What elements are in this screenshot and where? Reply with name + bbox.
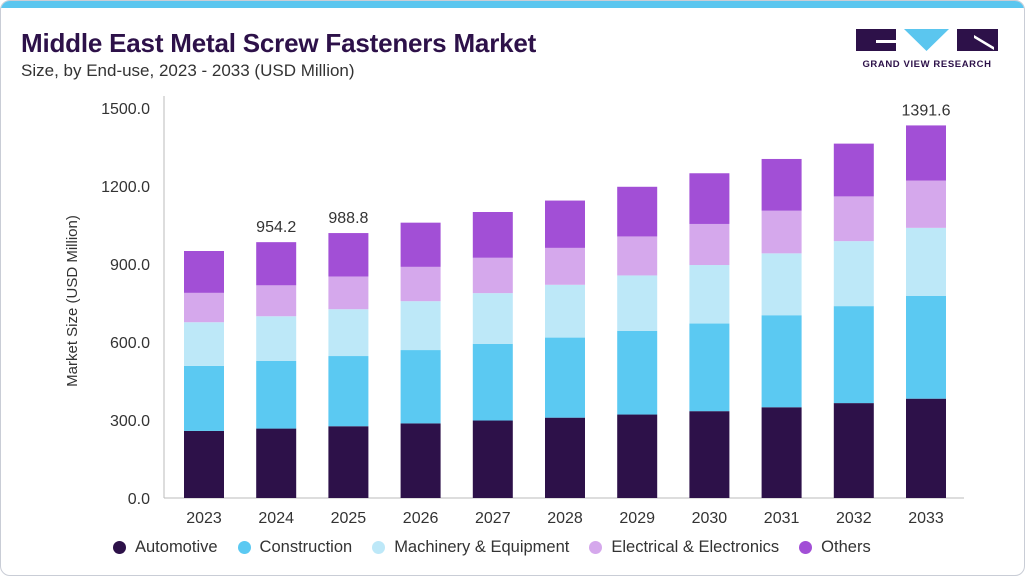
- bar-segment-machinery-equipment: [328, 309, 369, 357]
- bar-segment-machinery-equipment: [761, 253, 802, 316]
- bar-segment-electrical-electronics: [545, 247, 585, 285]
- legend-item: Construction: [237, 538, 353, 557]
- bar-segment-electrical-electronics: [617, 236, 658, 276]
- bar-segment-construction: [545, 337, 585, 418]
- legend-item: Machinery & Equipment: [372, 538, 569, 557]
- x-tick-label: 2028: [547, 510, 583, 527]
- bar-segment-automotive: [761, 407, 802, 498]
- x-tick-label: 2032: [836, 510, 872, 527]
- bar-segment-construction: [833, 306, 874, 404]
- bar-segment-others: [617, 186, 658, 237]
- y-tick-label: 1200.0: [101, 179, 150, 196]
- bar-segment-others: [328, 233, 369, 277]
- x-tick-label: 2031: [764, 510, 800, 527]
- bar-segment-automotive: [689, 411, 730, 498]
- bar-segment-automotive: [184, 430, 224, 498]
- bar-segment-construction: [617, 330, 658, 415]
- legend-label: Others: [821, 538, 871, 556]
- bar-segment-machinery-equipment: [184, 322, 224, 366]
- data-label: 954.2: [256, 219, 296, 236]
- y-tick-label: 600.0: [110, 335, 150, 352]
- legend-swatch: [589, 541, 603, 554]
- bar-segment-construction: [328, 356, 369, 427]
- bar-segment-machinery-equipment: [906, 227, 946, 296]
- x-tick-label: 2026: [403, 510, 439, 527]
- bar-segment-construction: [472, 343, 513, 421]
- bar-segment-automotive: [400, 423, 441, 498]
- chart-title: Middle East Metal Screw Fasteners Market: [21, 28, 537, 58]
- data-label: 988.8: [328, 210, 368, 227]
- bar-segment-others: [184, 251, 224, 293]
- bar-segment-machinery-equipment: [833, 241, 874, 307]
- bar-segment-others: [256, 242, 297, 286]
- legend-item: Automotive: [113, 538, 218, 557]
- legend-swatch: [372, 541, 386, 554]
- y-axis-label: Market Size (USD Million): [64, 215, 81, 387]
- legend-item: Others: [799, 538, 871, 557]
- x-tick-label: 2033: [908, 510, 944, 527]
- bar-segment-construction: [256, 360, 297, 429]
- bar-segment-machinery-equipment: [400, 301, 441, 351]
- bar-segment-machinery-equipment: [256, 316, 297, 361]
- y-tick-label: 1500.0: [101, 101, 150, 118]
- bar-segment-construction: [689, 323, 730, 412]
- x-tick-label: 2027: [475, 510, 511, 527]
- x-tick-label: 2030: [692, 510, 728, 527]
- bar-segment-automotive: [256, 428, 297, 498]
- legend-swatch: [113, 541, 126, 554]
- bar-segment-automotive: [328, 426, 369, 498]
- bar-segment-machinery-equipment: [545, 284, 585, 338]
- logo-text: GRAND VIEW RESEARCH: [862, 59, 992, 70]
- bar-segment-electrical-electronics: [256, 285, 297, 317]
- chart-subtitle: Size, by End-use, 2023 - 2033 (USD Milli…: [21, 61, 355, 80]
- bar-segment-construction: [184, 365, 224, 431]
- legend-label: Construction: [259, 538, 353, 556]
- x-tick-label: 2024: [258, 510, 294, 527]
- bar-segment-automotive: [545, 417, 585, 498]
- y-tick-label: 900.0: [110, 257, 150, 274]
- bar-segment-electrical-electronics: [472, 257, 513, 294]
- legend-item: Electrical & Electronics: [589, 538, 779, 557]
- bar-segment-electrical-electronics: [184, 292, 224, 323]
- bar-segment-machinery-equipment: [689, 265, 730, 324]
- bar-segment-electrical-electronics: [906, 180, 946, 228]
- bar-segment-others: [833, 143, 874, 197]
- bar-segment-others: [689, 173, 730, 224]
- x-tick-label: 2029: [619, 510, 655, 527]
- bar-segment-construction: [400, 350, 441, 424]
- bar-segment-others: [761, 158, 802, 211]
- grand-view-research-logo: [856, 29, 998, 51]
- bar-segment-others: [472, 212, 513, 258]
- bar-segment-others: [906, 125, 946, 181]
- bar-segment-others: [545, 200, 585, 248]
- bar-segment-construction: [761, 315, 802, 408]
- bar-segment-electrical-electronics: [761, 210, 802, 254]
- bar-segment-automotive: [833, 403, 874, 498]
- bar-segment-electrical-electronics: [328, 276, 369, 310]
- bar-segment-electrical-electronics: [400, 266, 441, 302]
- bar-segment-machinery-equipment: [472, 293, 513, 344]
- x-tick-label: 2025: [331, 510, 367, 527]
- x-tick-label: 2023: [186, 510, 222, 527]
- bar-segment-others: [400, 222, 441, 267]
- bar-segment-electrical-electronics: [689, 223, 730, 266]
- y-tick-label: 0.0: [128, 491, 150, 508]
- legend-label: Machinery & Equipment: [394, 538, 570, 556]
- bar-segment-electrical-electronics: [833, 196, 874, 242]
- legend-swatch: [237, 541, 251, 554]
- data-label: 1391.6: [902, 102, 951, 119]
- legend-label: Electrical & Electronics: [611, 538, 780, 556]
- bar-segment-construction: [906, 295, 946, 399]
- bar-segment-automotive: [472, 420, 513, 498]
- bar-segment-automotive: [906, 398, 946, 498]
- bar-segment-machinery-equipment: [617, 275, 658, 331]
- chart-legend: Automotive Construction Machinery & Equipm…: [113, 538, 891, 557]
- accent-bar: [1, 1, 1024, 8]
- bar-segment-automotive: [617, 414, 658, 498]
- legend-label: Automotive: [135, 538, 218, 556]
- legend-swatch: [799, 541, 813, 554]
- y-tick-label: 300.0: [110, 413, 150, 430]
